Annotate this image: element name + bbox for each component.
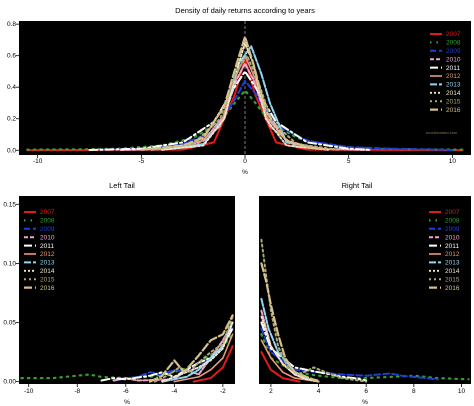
main-legend-label-2008: 2008	[446, 40, 461, 47]
main-legend-label-2014: 2014	[446, 90, 461, 97]
left-series-2016	[149, 314, 234, 383]
right-legend-label-2011: 2011	[445, 243, 459, 250]
left-series	[20, 314, 234, 383]
right-legend-label-2016: 2016	[445, 285, 460, 292]
right-xtick-label: 4	[317, 388, 321, 395]
right-legend-label-2012: 2012	[445, 251, 460, 258]
main-xtick-label: 10	[449, 158, 457, 165]
right-legend-label-2013: 2013	[445, 260, 460, 267]
left-xtick-label: -6	[123, 388, 129, 395]
right-legend-label-2007: 2007	[445, 209, 460, 216]
main-axes: -10 -5 0 5 10 0.0 0.2 0.4 0.6 0.8	[7, 21, 456, 165]
right-legend-label-2009: 2009	[445, 226, 460, 233]
main-xlabel: %	[242, 169, 248, 176]
right-series-2013	[260, 297, 320, 382]
left-xtick-label: -10	[24, 388, 34, 395]
right-legend-label-2015: 2015	[445, 276, 460, 283]
left-tail-chart: Left Tail -10 -8 -6 -4 -2 0.00 0.05 0.10 0.15 20…	[3, 181, 235, 406]
right-series-2012	[260, 339, 320, 383]
right-xtick-label: 2	[269, 388, 273, 395]
left-legend-label-2010: 2010	[40, 234, 55, 241]
left-xlabel: %	[124, 399, 130, 406]
main-ytick-label: 0.4	[7, 84, 16, 91]
main-legend-label-2012: 2012	[446, 73, 461, 80]
main-xtick-label: 0	[243, 158, 247, 165]
left-xtick-label: -2	[220, 388, 226, 395]
main-legend-label-2013: 2013	[446, 82, 461, 89]
right-xtick-label: 8	[412, 388, 416, 395]
left-series-2014	[161, 321, 234, 383]
main-legend-label-2016: 2016	[446, 107, 461, 114]
right-legend-label-2014: 2014	[445, 268, 460, 275]
main-xtick-label: -10	[33, 158, 43, 165]
right-series	[260, 238, 470, 383]
left-legend-label-2011: 2011	[40, 243, 54, 250]
main-legend-label-2015: 2015	[446, 98, 461, 105]
watermark: econbrowser.com	[426, 130, 458, 135]
right-plot-area	[259, 196, 471, 384]
left-xtick-label: -4	[171, 388, 177, 395]
right-tail-chart: Right Tail 2 4 6 8 10 2007200820092010201120…	[259, 181, 471, 406]
left-legend-label-2012: 2012	[40, 251, 55, 258]
main-chart: Density of daily returns according to ye…	[7, 6, 471, 176]
left-legend-label-2016: 2016	[40, 285, 55, 292]
main-series	[26, 35, 464, 152]
right-series-2007	[260, 351, 301, 383]
main-legend-label-2011: 2011	[446, 65, 460, 72]
main-series-2014	[161, 42, 329, 151]
main-title: Density of daily returns according to ye…	[175, 6, 315, 15]
main-series-2009	[98, 79, 454, 151]
right-xtick-label: 10	[458, 388, 466, 395]
main-series-2008	[26, 89, 464, 151]
left-title: Left Tail	[109, 181, 135, 190]
left-legend-label-2008: 2008	[40, 218, 55, 225]
right-legend-label-2010: 2010	[445, 234, 460, 241]
right-xlabel: %	[362, 399, 368, 406]
left-ytick-label: 0.15	[3, 201, 16, 208]
right-series-2015	[260, 238, 368, 383]
main-ytick-label: 0.0	[7, 147, 16, 154]
main-xtick-label: -5	[138, 158, 144, 165]
left-series-2007	[192, 345, 234, 383]
left-series-2015	[153, 315, 234, 383]
right-axes: 2 4 6 8 10	[269, 384, 465, 395]
main-ytick-label: 0.8	[7, 21, 16, 28]
right-title: Right Tail	[342, 181, 373, 190]
left-legend-label-2015: 2015	[40, 276, 55, 283]
main-xtick-label: 5	[347, 158, 351, 165]
right-series-2014	[260, 315, 320, 383]
left-plot-area	[19, 196, 235, 384]
left-ytick-label: 0.05	[3, 320, 16, 327]
main-ytick-label: 0.2	[7, 116, 16, 123]
left-axes: -10 -8 -6 -4 -2 0.00 0.05 0.10 0.15	[3, 201, 226, 395]
main-series-2016	[140, 35, 329, 151]
left-legend-label-2007: 2007	[40, 209, 55, 216]
left-ytick-label: 0.10	[3, 260, 16, 267]
main-series-2015	[150, 54, 340, 151]
right-xtick-label: 6	[364, 388, 368, 395]
left-legend-label-2013: 2013	[40, 260, 55, 267]
right-series-2016	[260, 262, 320, 383]
right-legend-label-2008: 2008	[445, 218, 460, 225]
main-legend-label-2007: 2007	[446, 31, 461, 38]
main-ytick-label: 0.6	[7, 53, 16, 60]
main-legend-label-2009: 2009	[446, 48, 461, 55]
main-series-2011	[88, 70, 371, 151]
left-legend-label-2014: 2014	[40, 268, 55, 275]
left-ytick-label: 0.00	[3, 379, 16, 386]
left-xtick-label: -8	[74, 388, 80, 395]
main-legend-label-2010: 2010	[446, 56, 461, 63]
right-series-2009	[260, 327, 439, 381]
left-series-2012	[173, 333, 234, 383]
left-legend-label-2009: 2009	[40, 226, 55, 233]
